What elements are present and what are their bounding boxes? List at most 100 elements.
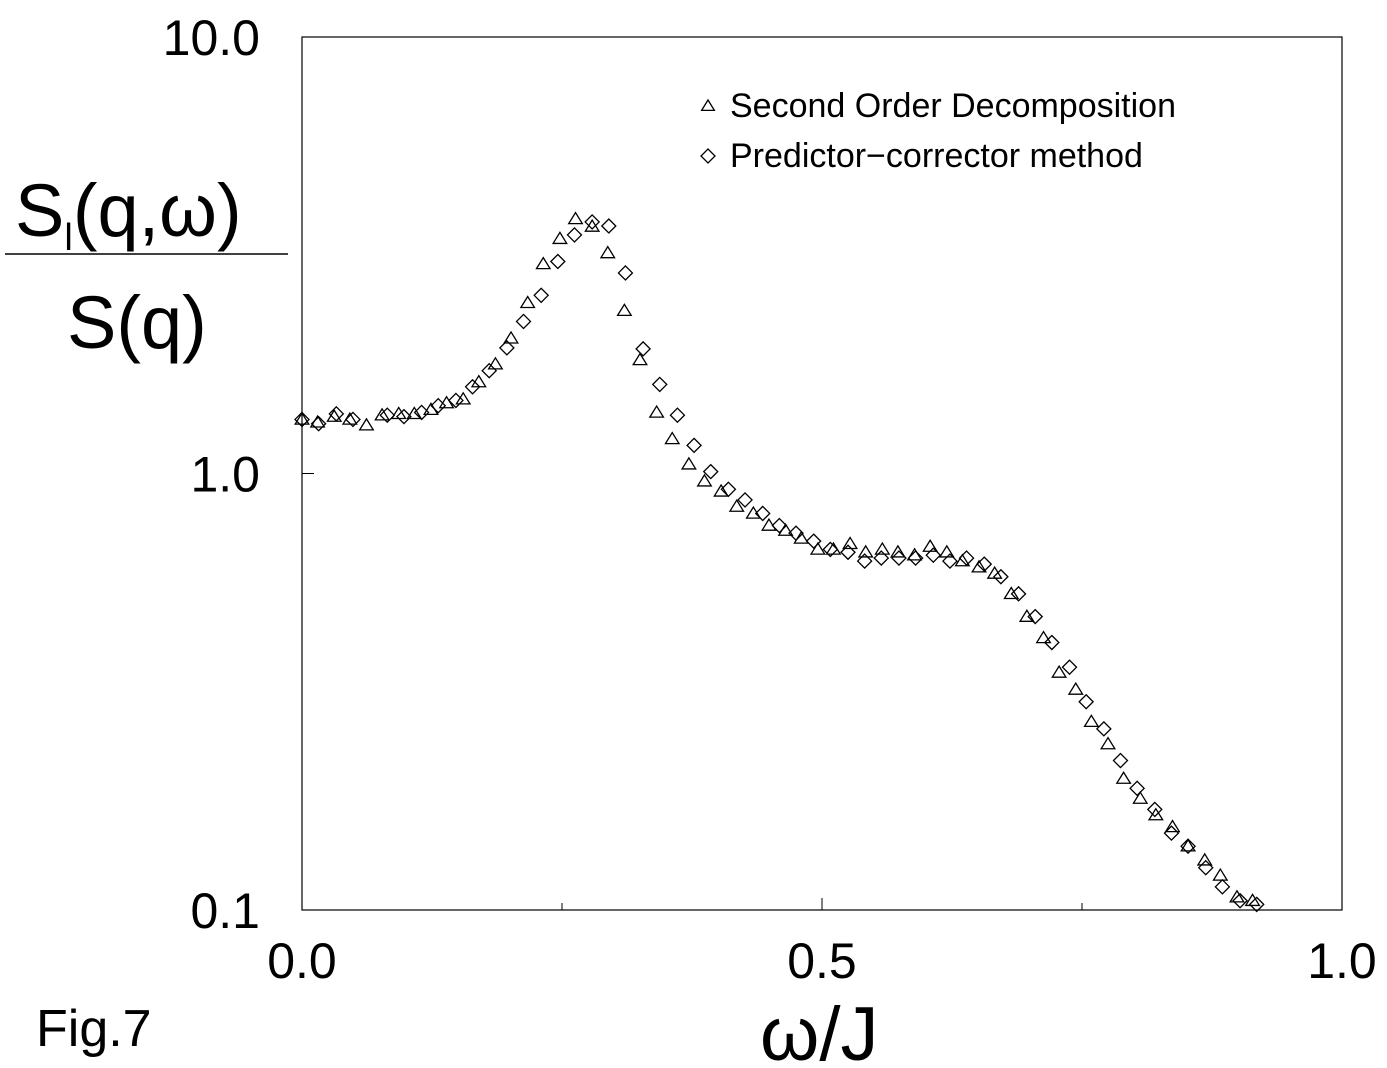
triangle-point bbox=[535, 256, 552, 270]
diamond-point bbox=[566, 227, 583, 243]
legend-diamond-icon bbox=[700, 148, 716, 164]
y-axis-ticks bbox=[302, 36, 314, 911]
triangle-point bbox=[713, 483, 730, 497]
diamond-point bbox=[891, 550, 907, 567]
diamond-point bbox=[328, 405, 345, 422]
diamond-point bbox=[1112, 752, 1129, 769]
triangle-point bbox=[519, 295, 536, 309]
diamond-point bbox=[1232, 892, 1248, 909]
triangle-point bbox=[1067, 681, 1084, 695]
triangle-point bbox=[422, 402, 439, 416]
diamond-point bbox=[1248, 896, 1265, 913]
triangle-point bbox=[1003, 586, 1020, 600]
diamond-point bbox=[754, 505, 771, 522]
diamond-point bbox=[635, 340, 652, 357]
y-label-numerator-sub: l bbox=[64, 217, 72, 259]
diamond-point bbox=[617, 265, 634, 281]
diamond-point bbox=[686, 437, 702, 454]
diamond-point bbox=[584, 214, 601, 230]
diamond-point bbox=[1197, 859, 1214, 876]
diamond-point bbox=[873, 550, 890, 567]
triangle-point bbox=[1100, 736, 1116, 750]
triangle-point bbox=[487, 356, 504, 370]
diamond-point bbox=[430, 397, 447, 414]
y-axis-label: Sl(q,ω) S(q) bbox=[5, 169, 288, 364]
diamond-point bbox=[840, 544, 856, 561]
legend: Second Order Decomposition Predictor−cor… bbox=[700, 87, 1176, 175]
diamond-point bbox=[669, 407, 686, 424]
triangle-point bbox=[1180, 838, 1197, 852]
diamond-point bbox=[702, 463, 719, 480]
diamond-point bbox=[464, 378, 481, 395]
triangle-point bbox=[1228, 889, 1245, 903]
triangle-point bbox=[809, 541, 826, 555]
diamond-point bbox=[549, 253, 566, 270]
y-label-denominator: S(q) bbox=[67, 281, 207, 364]
diamond-point bbox=[1043, 634, 1060, 651]
diamond-point bbox=[907, 550, 924, 567]
data-markers bbox=[294, 211, 1265, 913]
tick-labels: 0.0 0.5 1.0 10.0 1.0 0.1 bbox=[163, 10, 1377, 989]
diamond-point bbox=[925, 547, 942, 564]
triangle-point bbox=[1035, 630, 1052, 644]
triangle-point bbox=[406, 406, 423, 420]
x-tick-label: 0.0 bbox=[267, 933, 337, 989]
diamond-point bbox=[1146, 801, 1163, 818]
diamond-point bbox=[651, 376, 668, 393]
diamond-point bbox=[310, 415, 327, 432]
triangle-point bbox=[971, 559, 988, 573]
diamond-point bbox=[992, 568, 1009, 585]
triangle-point bbox=[664, 431, 681, 445]
triangle-point bbox=[648, 404, 665, 418]
triangle-point bbox=[889, 544, 906, 558]
diamond-point bbox=[737, 491, 753, 508]
triangle-point bbox=[954, 553, 971, 567]
triangle-point bbox=[374, 407, 391, 421]
y-tick-label: 0.1 bbox=[190, 883, 260, 939]
y-tick-label: 1.0 bbox=[190, 447, 260, 503]
triangle-point bbox=[1083, 714, 1100, 728]
triangle-point bbox=[358, 417, 375, 431]
legend-triangle-icon bbox=[700, 98, 716, 112]
triangle-point bbox=[294, 411, 310, 425]
triangle-point bbox=[567, 211, 584, 225]
diamond-point bbox=[1214, 878, 1231, 895]
y-label-numerator-base: S bbox=[15, 169, 64, 252]
y-tick-label: 10.0 bbox=[163, 10, 260, 66]
diamond-point bbox=[771, 517, 788, 534]
triangle-point bbox=[680, 456, 697, 470]
diamond-point bbox=[345, 411, 361, 428]
legend-label-series-2: Predictor−corrector method bbox=[730, 137, 1143, 175]
x-axis-ticks bbox=[301, 898, 1343, 910]
diamond-point bbox=[448, 392, 464, 409]
diamond-point bbox=[1078, 693, 1095, 710]
triangle-point bbox=[1196, 852, 1213, 866]
diamond-point bbox=[976, 556, 993, 573]
triangle-point bbox=[632, 352, 648, 366]
diamond-point bbox=[1061, 659, 1078, 676]
triangle-point bbox=[1115, 770, 1132, 784]
diamond-point bbox=[481, 362, 498, 379]
diamond-point bbox=[788, 525, 804, 542]
diamond-point bbox=[1163, 825, 1180, 842]
diamond-point bbox=[515, 313, 532, 330]
diamond-point bbox=[1129, 780, 1146, 797]
diamond-point bbox=[720, 481, 737, 498]
svg-text:Sl(q,ω): Sl(q,ω) bbox=[15, 169, 242, 259]
triangle-point bbox=[616, 303, 633, 317]
legend-diamond-marker bbox=[700, 148, 716, 164]
diamond-point bbox=[413, 404, 430, 421]
triangle-point bbox=[599, 245, 616, 259]
triangle-point bbox=[1051, 664, 1068, 678]
diamond-point bbox=[958, 550, 975, 567]
triangle-point bbox=[390, 406, 407, 420]
triangle-point bbox=[1018, 609, 1035, 622]
legend-label-series-1: Second Order Decomposition bbox=[730, 87, 1176, 125]
x-tick-label: 0.5 bbox=[787, 933, 857, 989]
triangle-point bbox=[1212, 867, 1229, 881]
diamond-point bbox=[498, 339, 515, 356]
x-axis-label: ω/J bbox=[760, 992, 878, 1068]
x-tick-label: 1.0 bbox=[1307, 933, 1377, 989]
diamond-point bbox=[1027, 608, 1044, 625]
